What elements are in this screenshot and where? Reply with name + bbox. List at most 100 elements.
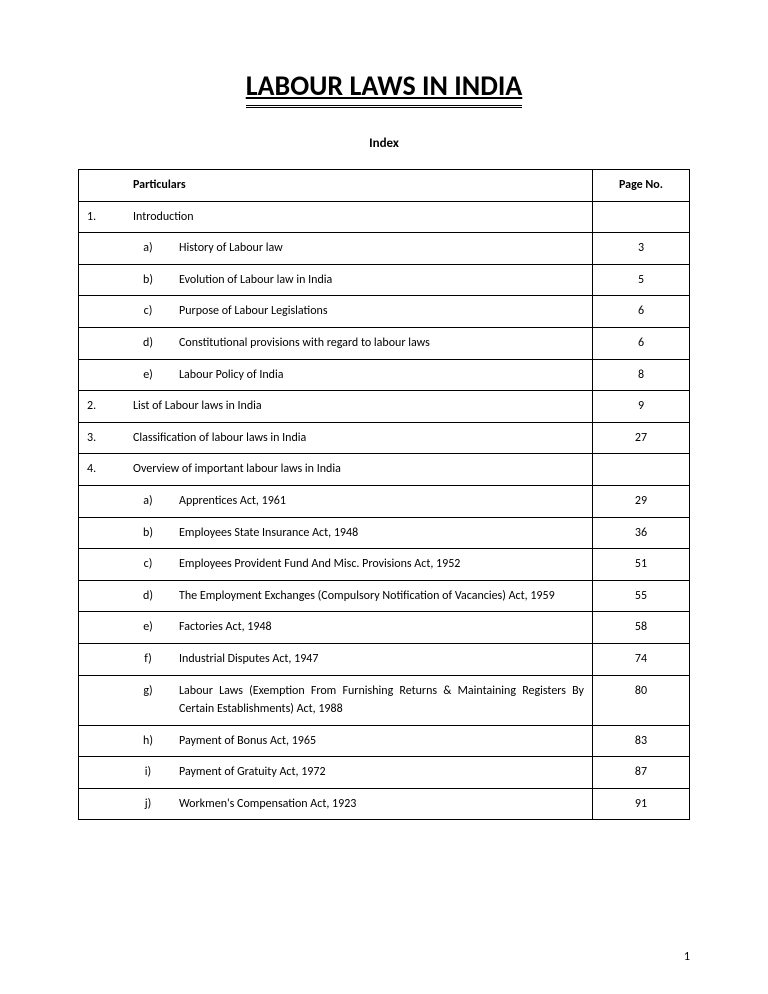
table-row: b)Evolution of Labour law in India5: [79, 264, 690, 296]
row-number-blank: [79, 643, 126, 675]
table-row: c)Employees Provident Fund And Misc. Pro…: [79, 549, 690, 581]
row-text: Apprentices Act, 1961: [171, 485, 593, 517]
row-text: Payment of Bonus Act, 1965: [171, 725, 593, 757]
row-subletter: d): [125, 327, 171, 359]
row-number-blank: [79, 264, 126, 296]
table-row: a)History of Labour law3: [79, 233, 690, 265]
row-subletter: h): [125, 725, 171, 757]
table-row: e)Labour Policy of India8: [79, 359, 690, 391]
row-subletter: b): [125, 264, 171, 296]
row-text: Overview of important labour laws in Ind…: [125, 454, 593, 486]
row-page: 80: [593, 675, 690, 725]
table-row: c)Purpose of Labour Legislations6: [79, 296, 690, 328]
row-page: 87: [593, 757, 690, 789]
table-row: f)Industrial Disputes Act, 194774: [79, 643, 690, 675]
row-page: 83: [593, 725, 690, 757]
row-text: List of Labour laws in India: [125, 391, 593, 423]
row-page: 29: [593, 485, 690, 517]
row-subletter: j): [125, 788, 171, 820]
row-number-blank: [79, 549, 126, 581]
row-page: 5: [593, 264, 690, 296]
row-text: Constitutional provisions with regard to…: [171, 327, 593, 359]
row-subletter: g): [125, 675, 171, 725]
row-page: 8: [593, 359, 690, 391]
row-number-blank: [79, 517, 126, 549]
row-subletter: b): [125, 517, 171, 549]
table-row: j)Workmen's Compensation Act, 192391: [79, 788, 690, 820]
row-number-blank: [79, 233, 126, 265]
table-row: e)Factories Act, 194858: [79, 612, 690, 644]
row-text: The Employment Exchanges (Compulsory Not…: [171, 580, 593, 612]
row-page: 55: [593, 580, 690, 612]
header-blank: [79, 170, 126, 202]
row-subletter: d): [125, 580, 171, 612]
page-number: 1: [684, 950, 690, 964]
table-row: 1.Introduction: [79, 201, 690, 233]
header-page-no: Page No.: [593, 170, 690, 202]
table-of-contents: ParticularsPage No.1.Introductiona)Histo…: [78, 169, 690, 820]
row-text: History of Labour law: [171, 233, 593, 265]
row-number-blank: [79, 327, 126, 359]
row-subletter: e): [125, 612, 171, 644]
row-number: 2.: [79, 391, 126, 423]
header-particulars: Particulars: [125, 170, 593, 202]
row-text: Introduction: [125, 201, 593, 233]
row-text: Factories Act, 1948: [171, 612, 593, 644]
row-text: Labour Laws (Exemption From Furnishing R…: [171, 675, 593, 725]
table-row: i)Payment of Gratuity Act, 197287: [79, 757, 690, 789]
row-page: 3: [593, 233, 690, 265]
row-number: 4.: [79, 454, 126, 486]
row-number-blank: [79, 580, 126, 612]
table-row: 3.Classification of labour laws in India…: [79, 422, 690, 454]
title-container: LABOUR LAWS IN INDIA: [78, 68, 690, 108]
row-number-blank: [79, 725, 126, 757]
row-text: Employees State Insurance Act, 1948: [171, 517, 593, 549]
row-number-blank: [79, 296, 126, 328]
row-text: Evolution of Labour law in India: [171, 264, 593, 296]
row-number-blank: [79, 612, 126, 644]
row-page: 74: [593, 643, 690, 675]
table-header-row: ParticularsPage No.: [79, 170, 690, 202]
table-row: d)The Employment Exchanges (Compulsory N…: [79, 580, 690, 612]
row-text: Payment of Gratuity Act, 1972: [171, 757, 593, 789]
row-number-blank: [79, 485, 126, 517]
row-subletter: c): [125, 549, 171, 581]
row-page: [593, 454, 690, 486]
document-title: LABOUR LAWS IN INDIA: [246, 68, 523, 108]
row-subletter: i): [125, 757, 171, 789]
table-row: b)Employees State Insurance Act, 194836: [79, 517, 690, 549]
row-number: 3.: [79, 422, 126, 454]
row-subletter: f): [125, 643, 171, 675]
row-subletter: a): [125, 233, 171, 265]
row-page: 91: [593, 788, 690, 820]
row-page: 27: [593, 422, 690, 454]
row-number-blank: [79, 359, 126, 391]
row-subletter: e): [125, 359, 171, 391]
row-text: Workmen's Compensation Act, 1923: [171, 788, 593, 820]
row-subletter: a): [125, 485, 171, 517]
row-number-blank: [79, 675, 126, 725]
table-row: g)Labour Laws (Exemption From Furnishing…: [79, 675, 690, 725]
row-subletter: c): [125, 296, 171, 328]
row-number: 1.: [79, 201, 126, 233]
table-row: 2.List of Labour laws in India9: [79, 391, 690, 423]
row-number-blank: [79, 757, 126, 789]
row-page: 6: [593, 327, 690, 359]
row-text: Labour Policy of India: [171, 359, 593, 391]
row-page: [593, 201, 690, 233]
row-text: Employees Provident Fund And Misc. Provi…: [171, 549, 593, 581]
row-page: 51: [593, 549, 690, 581]
index-heading: Index: [78, 136, 690, 151]
table-row: a)Apprentices Act, 196129: [79, 485, 690, 517]
row-page: 36: [593, 517, 690, 549]
table-row: 4.Overview of important labour laws in I…: [79, 454, 690, 486]
row-number-blank: [79, 788, 126, 820]
row-text: Industrial Disputes Act, 1947: [171, 643, 593, 675]
table-row: h)Payment of Bonus Act, 196583: [79, 725, 690, 757]
table-row: d)Constitutional provisions with regard …: [79, 327, 690, 359]
row-text: Classification of labour laws in India: [125, 422, 593, 454]
row-page: 58: [593, 612, 690, 644]
row-page: 9: [593, 391, 690, 423]
row-text: Purpose of Labour Legislations: [171, 296, 593, 328]
row-page: 6: [593, 296, 690, 328]
